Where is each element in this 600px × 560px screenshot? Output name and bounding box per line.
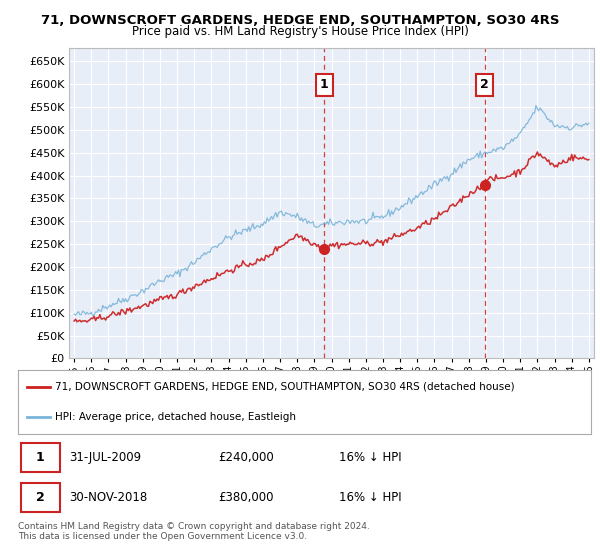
Text: Contains HM Land Registry data © Crown copyright and database right 2024.
This d: Contains HM Land Registry data © Crown c… [18,522,370,542]
FancyBboxPatch shape [21,483,60,512]
Text: Price paid vs. HM Land Registry's House Price Index (HPI): Price paid vs. HM Land Registry's House … [131,25,469,38]
FancyBboxPatch shape [21,442,60,472]
Text: 31-JUL-2009: 31-JUL-2009 [70,451,142,464]
Text: 2: 2 [480,78,489,91]
Text: 16% ↓ HPI: 16% ↓ HPI [339,451,401,464]
Text: HPI: Average price, detached house, Eastleigh: HPI: Average price, detached house, East… [55,412,296,422]
Text: 30-NOV-2018: 30-NOV-2018 [70,491,148,504]
Text: 1: 1 [36,451,45,464]
Text: £380,000: £380,000 [218,491,274,504]
Text: 71, DOWNSCROFT GARDENS, HEDGE END, SOUTHAMPTON, SO30 4RS (detached house): 71, DOWNSCROFT GARDENS, HEDGE END, SOUTH… [55,382,515,392]
Text: 16% ↓ HPI: 16% ↓ HPI [339,491,401,504]
Text: 1: 1 [320,78,329,91]
Text: 2: 2 [36,491,45,504]
Text: £240,000: £240,000 [218,451,274,464]
Text: 71, DOWNSCROFT GARDENS, HEDGE END, SOUTHAMPTON, SO30 4RS: 71, DOWNSCROFT GARDENS, HEDGE END, SOUTH… [41,14,559,27]
